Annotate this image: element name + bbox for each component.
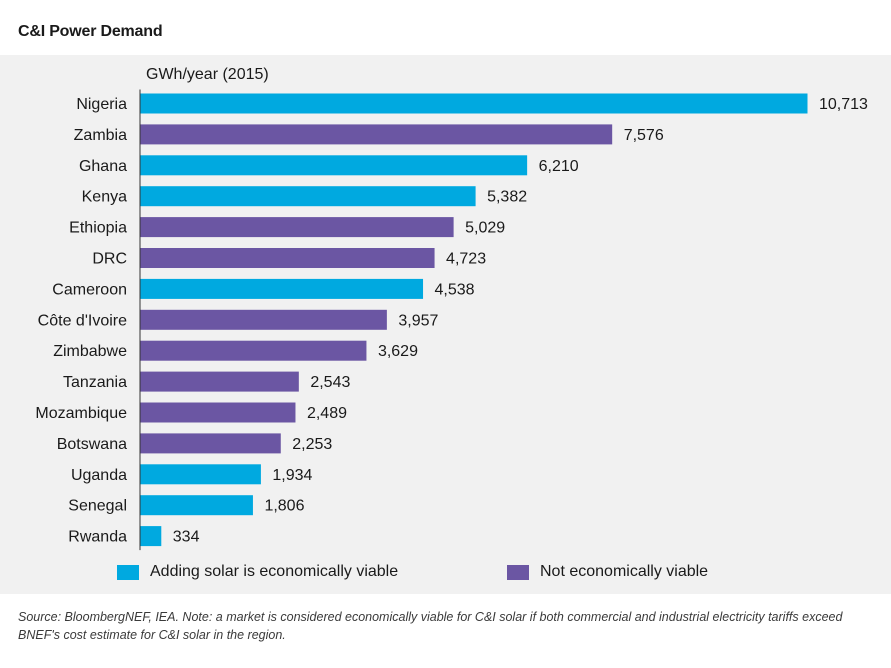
bar xyxy=(140,186,476,207)
value-label: 3,957 xyxy=(398,312,438,329)
value-label: 6,210 xyxy=(539,158,579,175)
bar xyxy=(140,155,528,176)
value-label: 3,629 xyxy=(378,343,418,360)
category-label: Cameroon xyxy=(52,281,127,298)
bar xyxy=(140,402,296,423)
value-label: 2,543 xyxy=(310,374,350,391)
category-label: Senegal xyxy=(68,498,127,515)
category-label: Uganda xyxy=(71,467,127,484)
category-label: Kenya xyxy=(82,189,127,206)
category-label: Zambia xyxy=(74,127,127,144)
bar xyxy=(140,248,435,268)
legend-label-not-viable: Not economically viable xyxy=(540,563,709,580)
bar xyxy=(140,371,299,392)
legend-item-viable: Adding solar is economically viable xyxy=(117,562,398,582)
source-note: Source: BloombergNEF, IEA. Note: a marke… xyxy=(18,610,843,642)
bar xyxy=(140,93,808,114)
value-label: 4,723 xyxy=(446,251,486,268)
category-label: Nigeria xyxy=(76,96,127,113)
bar xyxy=(140,495,253,516)
category-label: Zimbabwe xyxy=(53,343,127,360)
category-label: Ghana xyxy=(79,158,127,175)
category-label: Botswana xyxy=(57,436,127,453)
bars-group: Nigeria 10,713 Zambia 7,576 Ghana 6,210 Kenya 5… xyxy=(35,89,868,551)
value-label: 2,489 xyxy=(307,405,347,422)
category-label: Mozambique xyxy=(35,405,127,422)
value-label: 1,934 xyxy=(272,467,312,484)
bar-chart: GWh/year (2015) Nigeria 10,713 Zambia 7,576… xyxy=(35,66,868,551)
unit-label: GWh/year (2015) xyxy=(146,66,269,83)
category-label: Rwanda xyxy=(68,529,127,546)
value-label: 1,806 xyxy=(264,498,304,515)
bar xyxy=(140,464,261,485)
value-label: 5,382 xyxy=(487,189,527,206)
category-label: DRC xyxy=(92,251,127,268)
value-label: 7,576 xyxy=(624,127,664,144)
category-label: Tanzania xyxy=(63,374,127,391)
category-label: Ethiopia xyxy=(69,220,127,237)
legend-item-not-viable: Not economically viable xyxy=(507,562,708,582)
legend-swatch-not-viable xyxy=(507,564,529,580)
value-label: 5,029 xyxy=(465,220,505,237)
value-label: 334 xyxy=(173,529,200,546)
legend-label-viable: Adding solar is economically viable xyxy=(150,563,399,580)
chart-title: C&I Power Demand xyxy=(18,23,163,40)
value-label: 4,538 xyxy=(435,281,475,298)
category-label: Côte d'Ivoire xyxy=(38,312,127,329)
legend-swatch-viable xyxy=(117,564,139,580)
bar xyxy=(140,309,387,330)
bar xyxy=(140,217,454,238)
bar xyxy=(140,526,162,547)
value-label: 10,713 xyxy=(819,96,868,113)
value-label: 2,253 xyxy=(292,436,332,453)
bar xyxy=(140,278,424,299)
bar xyxy=(140,340,367,361)
bar xyxy=(140,124,613,145)
bar xyxy=(140,433,281,454)
